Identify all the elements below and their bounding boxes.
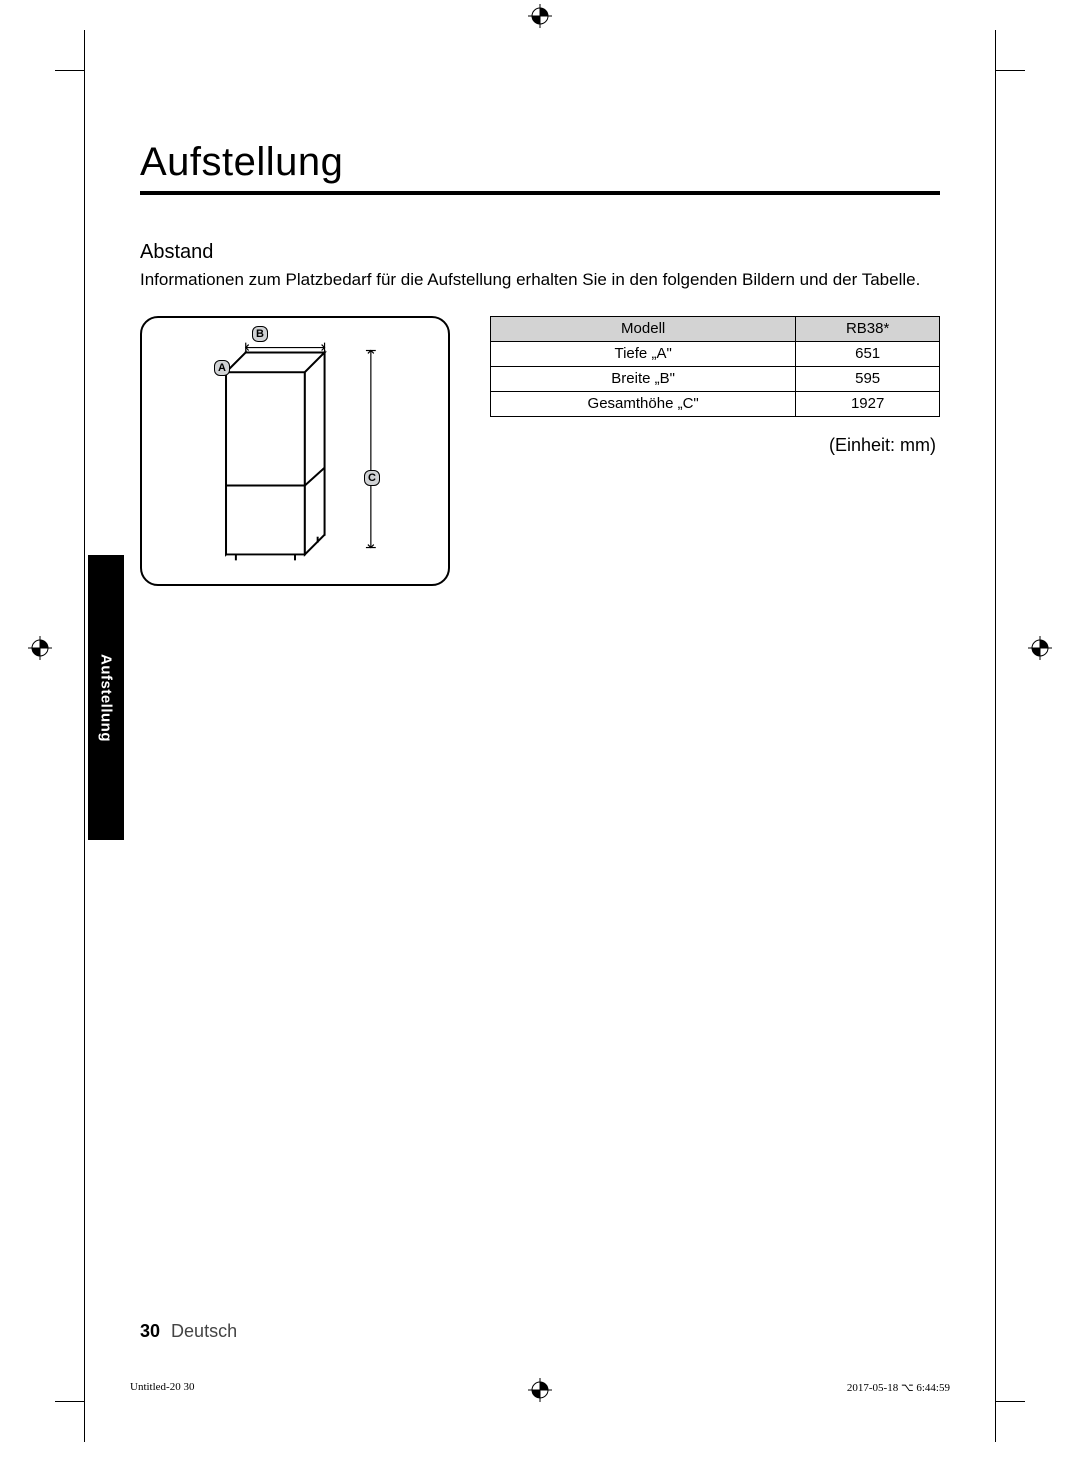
table-header-cell: Modell xyxy=(491,316,796,341)
registration-mark-icon xyxy=(28,636,52,660)
fridge-svg xyxy=(142,318,448,584)
page-number: 30 xyxy=(140,1321,160,1341)
table-row: Tiefe „A" 651 xyxy=(491,341,940,366)
table-cell: 595 xyxy=(796,366,940,391)
table-cell: Tiefe „A" xyxy=(491,341,796,366)
crop-corner xyxy=(55,70,85,100)
dimension-badge-c: C xyxy=(364,470,380,486)
registration-mark-icon xyxy=(1028,636,1052,660)
crop-corner xyxy=(995,70,1025,100)
table-cell: Gesamthöhe „C" xyxy=(491,391,796,416)
dimension-badge-b: B xyxy=(252,326,268,342)
print-footer: Untitled-20 30 2017-05-18 ⌥ 6:44:59 xyxy=(130,1381,950,1394)
crop-corner xyxy=(995,1372,1025,1402)
table-header-cell: RB38* xyxy=(796,316,940,341)
section-description: Informationen zum Platzbedarf für die Au… xyxy=(140,268,940,292)
unit-note: (Einheit: mm) xyxy=(490,435,940,456)
table-cell: 1927 xyxy=(796,391,940,416)
page-title: Aufstellung xyxy=(140,140,940,195)
table-row: Gesamthöhe „C" 1927 xyxy=(491,391,940,416)
section-tab: Aufstellung xyxy=(88,555,124,840)
clearance-diagram: B A C xyxy=(140,316,450,586)
crop-corner xyxy=(55,1372,85,1402)
registration-mark-icon xyxy=(528,4,552,28)
dimensions-table-wrap: Modell RB38* Tiefe „A" 651 Breite „B" 59… xyxy=(490,316,940,586)
print-footer-left: Untitled-20 30 xyxy=(130,1381,194,1394)
table-row: Breite „B" 595 xyxy=(491,366,940,391)
table-cell: Breite „B" xyxy=(491,366,796,391)
page-language: Deutsch xyxy=(171,1321,237,1341)
table-header-row: Modell RB38* xyxy=(491,316,940,341)
dimension-badge-a: A xyxy=(214,360,230,376)
section-subtitle: Abstand xyxy=(140,241,940,264)
page-footer: 30 Deutsch xyxy=(140,1321,237,1342)
table-cell: 651 xyxy=(796,341,940,366)
section-tab-label: Aufstellung xyxy=(98,654,115,742)
dimensions-table: Modell RB38* Tiefe „A" 651 Breite „B" 59… xyxy=(490,316,940,417)
print-footer-right: 2017-05-18 ⌥ 6:44:59 xyxy=(847,1381,950,1394)
page-content: Aufstellung Abstand Informationen zum Pl… xyxy=(140,140,940,1372)
